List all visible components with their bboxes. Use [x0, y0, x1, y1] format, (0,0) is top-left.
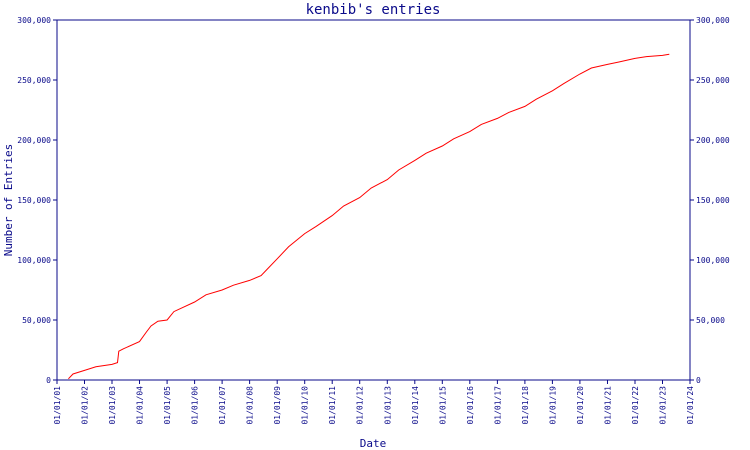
y-tick-label-right: 100,000: [696, 256, 730, 265]
plot-frame: [56, 19, 691, 381]
x-tick-label: 01/01/04: [136, 386, 145, 425]
plot-border: [56, 19, 691, 381]
series-line: [68, 53, 670, 380]
y-tick-label-right: 150,000: [696, 196, 730, 205]
x-axis-label: Date: [360, 437, 387, 450]
y-tick-label-right: 50,000: [696, 316, 725, 325]
y-axis-label: Number of Entries: [2, 144, 15, 257]
x-tick-label: 01/01/15: [438, 386, 447, 425]
x-tick-label: 01/01/03: [108, 386, 117, 425]
x-tick-label: 01/01/13: [383, 386, 392, 425]
x-tick-label: 01/01/21: [603, 386, 612, 425]
x-tick-label: 01/01/12: [356, 386, 365, 425]
y-tick-label-left: 150,000: [17, 196, 51, 205]
x-tick-label: 01/01/05: [163, 386, 172, 425]
y-tick-label-left: 250,000: [17, 76, 51, 85]
x-axis: 01/01/01 01/01/02 01/01/03 01/01/04 01/01/05…: [53, 380, 695, 425]
x-tick-label: 01/01/07: [218, 386, 227, 425]
x-tick-label: 01/01/10: [301, 386, 310, 425]
x-tick-label: 01/01/08: [246, 386, 255, 425]
y-axis-right: 0 50,000 100,000 150,000 200,000 250,000 300,0…: [690, 16, 730, 385]
x-tick-label: 01/01/06: [191, 386, 200, 425]
x-tick-label: 01/01/09: [273, 386, 282, 425]
y-tick-label-left: 50,000: [22, 316, 51, 325]
x-tick-label: 01/01/02: [81, 386, 90, 425]
x-tick-label: 01/01/14: [411, 386, 420, 425]
y-tick-label-left: 200,000: [17, 136, 51, 145]
x-tick-label: 01/01/11: [328, 386, 337, 425]
chart-title: kenbib's entries: [306, 2, 441, 18]
x-tick-label: 01/01/17: [493, 386, 502, 425]
y-axis-left: 0 50,000 100,000 150,000 200,000 250,000 300,0…: [17, 16, 57, 385]
x-tick-label: 01/01/23: [658, 386, 667, 425]
x-tick-label: 01/01/16: [466, 386, 475, 425]
x-tick-label: 01/01/01: [53, 386, 62, 425]
y-tick-label-left: 300,000: [17, 16, 51, 25]
x-tick-label: 01/01/18: [521, 386, 530, 425]
x-tick-label: 01/01/22: [631, 386, 640, 425]
y-tick-label-left: 100,000: [17, 256, 51, 265]
y-tick-label-right: 300,000: [696, 16, 730, 25]
y-tick-label-left: 0: [46, 376, 51, 385]
x-tick-label: 01/01/20: [576, 386, 585, 425]
y-tick-label-right: 250,000: [696, 76, 730, 85]
y-tick-label-right: 200,000: [696, 136, 730, 145]
y-tick-label-right: 0: [696, 376, 701, 385]
x-tick-label: 01/01/19: [548, 386, 557, 425]
x-tick-label: 01/01/24: [686, 386, 695, 425]
